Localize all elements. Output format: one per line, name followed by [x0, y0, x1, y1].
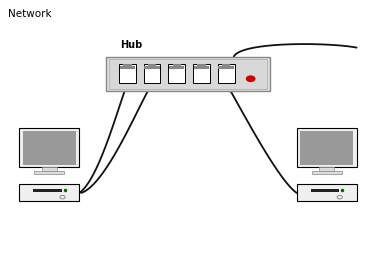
Bar: [300, 131, 353, 165]
Bar: [319, 167, 334, 171]
Bar: [181, 66, 185, 69]
Bar: [312, 171, 341, 174]
Bar: [144, 66, 148, 69]
Bar: [144, 63, 161, 83]
Bar: [173, 63, 181, 69]
Bar: [120, 66, 123, 69]
Bar: [148, 63, 156, 69]
Bar: [109, 59, 267, 89]
Bar: [218, 63, 235, 83]
Circle shape: [246, 75, 256, 82]
Bar: [156, 66, 160, 69]
Bar: [132, 66, 135, 69]
Bar: [311, 189, 339, 192]
Bar: [230, 66, 234, 69]
Bar: [197, 63, 206, 69]
Bar: [35, 171, 64, 174]
Bar: [20, 184, 79, 201]
Circle shape: [60, 195, 65, 199]
Bar: [297, 128, 356, 167]
Bar: [168, 63, 185, 83]
Text: Hub: Hub: [121, 40, 143, 50]
Bar: [123, 63, 132, 69]
Bar: [42, 167, 57, 171]
Bar: [119, 63, 136, 83]
Bar: [194, 66, 197, 69]
Bar: [206, 66, 209, 69]
Bar: [169, 66, 173, 69]
Bar: [218, 66, 222, 69]
Bar: [297, 184, 356, 201]
Text: Network: Network: [8, 8, 52, 19]
Circle shape: [337, 195, 342, 199]
Bar: [106, 57, 270, 91]
Bar: [20, 128, 79, 167]
Bar: [23, 131, 76, 165]
Bar: [33, 189, 62, 192]
Bar: [193, 63, 210, 83]
Bar: [222, 63, 230, 69]
